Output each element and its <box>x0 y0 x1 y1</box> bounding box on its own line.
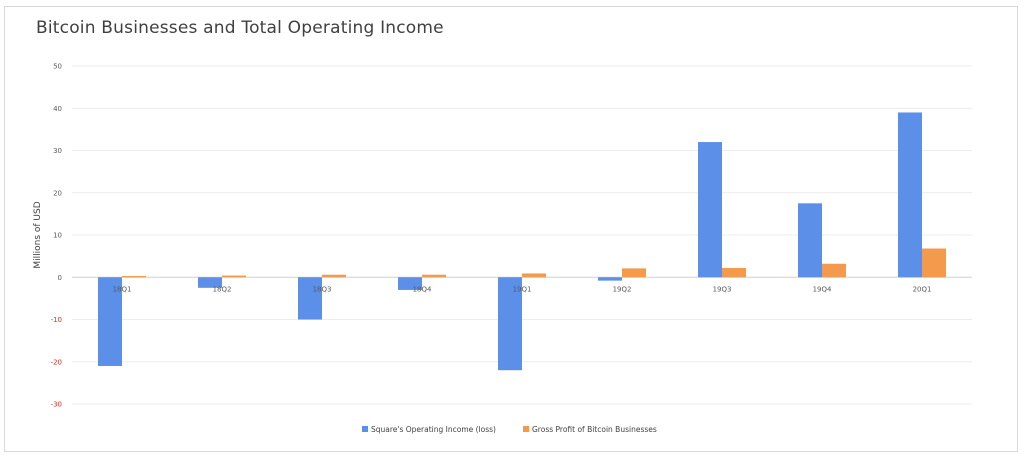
category-labels: 18Q1 18Q2 18Q3 18Q4 19Q1 19Q2 19Q3 19Q4 20Q1 <box>113 285 932 293</box>
legend-label: Gross Profit of Bitcoin Businesses <box>532 425 657 434</box>
bar-series-1 <box>598 277 622 281</box>
legend-swatch <box>362 426 368 432</box>
y-tick-label: 30 <box>53 147 62 155</box>
bar-series-1 <box>898 112 922 278</box>
category-label: 19Q3 <box>713 285 732 293</box>
bars <box>98 112 946 371</box>
y-tick-label: -30 <box>51 401 62 409</box>
category-label: 18Q3 <box>313 285 332 293</box>
bar-series-2 <box>922 248 946 278</box>
bar-series-2 <box>622 268 646 278</box>
bar-series-1 <box>98 277 122 366</box>
legend-label: Square's Operating Income (loss) <box>371 425 496 434</box>
category-label: 19Q1 <box>513 285 532 293</box>
category-label: 18Q2 <box>213 285 232 293</box>
y-tick-label: 0 <box>58 274 62 282</box>
bar-series-2 <box>322 274 346 278</box>
category-label: 19Q4 <box>813 285 832 293</box>
y-tick-label: 20 <box>53 189 62 197</box>
bar-series-1 <box>498 277 522 371</box>
bar-series-2 <box>722 267 746 278</box>
category-label: 18Q1 <box>113 285 132 293</box>
y-tick-label: 50 <box>53 63 62 71</box>
y-axis-label: Millions of USD <box>33 201 43 268</box>
bar-series-2 <box>122 275 146 278</box>
bar-series-2 <box>522 273 546 278</box>
chart-frame <box>4 6 1018 452</box>
bar-series-2 <box>822 263 846 278</box>
legend: Square's Operating Income (loss) Gross Pr… <box>362 425 657 434</box>
bar-series-1 <box>798 203 822 278</box>
y-tick-label: -20 <box>51 358 62 366</box>
y-tick-label: 10 <box>53 232 62 240</box>
legend-swatch <box>523 426 529 432</box>
bar-series-1 <box>198 277 222 288</box>
category-label: 20Q1 <box>913 285 932 293</box>
bar-series-2 <box>422 274 446 278</box>
bar-series-1 <box>698 142 722 278</box>
chart-title: Bitcoin Businesses and Total Operating I… <box>36 18 444 38</box>
y-tick-labels: 50 40 30 20 10 0 -10 -20 -30 <box>51 63 62 409</box>
bar-series-1 <box>298 277 322 320</box>
y-tick-label: 40 <box>53 105 62 113</box>
y-tick-label: -10 <box>51 316 62 324</box>
bar-series-1 <box>398 277 422 290</box>
category-label: 19Q2 <box>613 285 632 293</box>
category-label: 18Q4 <box>413 285 432 293</box>
bar-series-2 <box>222 275 246 278</box>
